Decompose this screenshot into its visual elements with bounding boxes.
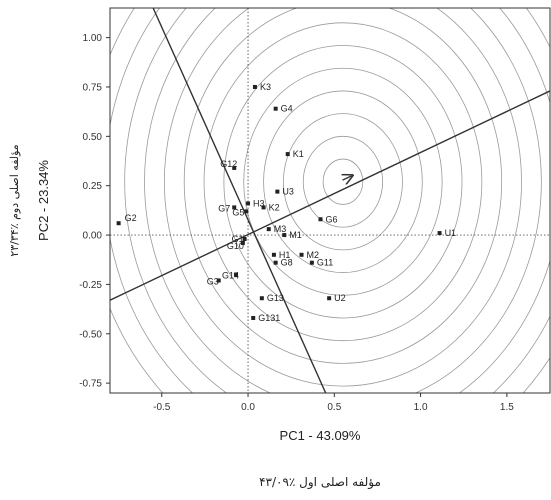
y-tick-label: 0.50 [83, 132, 103, 143]
point-marker [309, 260, 314, 265]
x-tick-label: -0.5 [153, 402, 171, 413]
point-marker [232, 165, 237, 170]
concentric-circle [110, 8, 550, 393]
concentric-circle [243, 67, 443, 296]
point-label: K3 [260, 82, 271, 92]
point-marker [275, 189, 280, 194]
point-label: G1 [232, 234, 244, 244]
point-label: G131 [258, 313, 280, 323]
y-tick-label: 0.75 [83, 82, 103, 93]
x-tick-label: 0.0 [241, 402, 255, 413]
point-marker [273, 106, 278, 111]
point-marker [318, 217, 323, 222]
point-label: M3 [274, 224, 287, 234]
point-marker [273, 260, 278, 265]
point-label: G10 [227, 241, 244, 251]
point-label: G4 [281, 104, 293, 114]
concentric-circle [322, 158, 364, 205]
y-tick-label: -0.75 [79, 379, 102, 390]
point-label: G14 [222, 271, 239, 281]
concentric-circle [144, 8, 542, 393]
concentric-circle [263, 90, 423, 273]
point-marker [299, 252, 304, 257]
point-marker [261, 205, 266, 210]
point-label: H1 [279, 250, 291, 260]
point-label: G7 [218, 203, 230, 213]
point-marker [240, 240, 245, 245]
y-tick-label: 0.25 [83, 181, 103, 192]
point-marker [437, 231, 442, 236]
point-label: K2 [269, 202, 280, 212]
y-tick-label: 0.00 [83, 231, 103, 242]
point-label: U2 [334, 293, 346, 303]
point-label: M2 [307, 250, 320, 260]
concentric-circle [203, 22, 483, 342]
average-environment-axis [110, 90, 550, 301]
point-label: U1 [445, 228, 457, 238]
point-label: U3 [282, 187, 294, 197]
axis-arrow [343, 176, 352, 180]
point-marker [282, 233, 287, 238]
point-label: H3 [253, 198, 265, 208]
concentric-circle [164, 8, 522, 387]
plot-frame [109, 7, 551, 394]
point-label: G6 [326, 214, 338, 224]
point-marker [232, 205, 237, 210]
point-label: K1 [293, 149, 304, 159]
y-tick-label: -0.50 [79, 329, 102, 340]
point-label: M1 [289, 230, 302, 240]
point-label: G11 [317, 258, 333, 268]
point-marker [216, 278, 221, 283]
point-marker [246, 201, 251, 206]
point-label: G2 [125, 213, 137, 223]
point-marker [251, 315, 256, 320]
perpendicular-axis [152, 8, 327, 393]
concentric-circle [183, 8, 503, 364]
point-label: G8 [281, 258, 293, 268]
point-marker [266, 227, 271, 232]
point-marker [244, 209, 249, 214]
point-label: G3 [207, 276, 219, 286]
concentric-circle [283, 113, 403, 251]
point-marker [259, 296, 264, 301]
x-axis-title-persian: مؤلفه اصلی اول ٪۴۳/۰۹ [259, 475, 381, 490]
point-label: G12 [220, 159, 237, 169]
point-marker [233, 272, 238, 277]
concentric-circle [223, 45, 463, 319]
y-tick-label: -0.25 [79, 280, 102, 291]
point-label: G5 [232, 207, 244, 217]
concentric-circle [124, 8, 550, 393]
point-marker [242, 237, 247, 241]
y-axis-title-persian: مؤلفه اصلی دوم ٪۲۳/۳۴ [8, 144, 21, 256]
y-axis-title: PC2 - 23.34% [36, 160, 51, 241]
x-axis-title: PC1 - 43.09% [280, 428, 361, 443]
point-label: G13 [267, 293, 284, 303]
concentric-circle [302, 135, 384, 228]
x-tick-label: 1.5 [500, 402, 514, 413]
point-marker [285, 152, 290, 157]
point-marker [327, 296, 332, 301]
y-tick-label: 1.00 [83, 33, 103, 44]
point-marker [271, 252, 276, 257]
point-marker [116, 221, 121, 226]
x-tick-label: 0.5 [327, 402, 341, 413]
x-tick-label: 1.0 [414, 402, 428, 413]
point-marker [252, 84, 257, 89]
